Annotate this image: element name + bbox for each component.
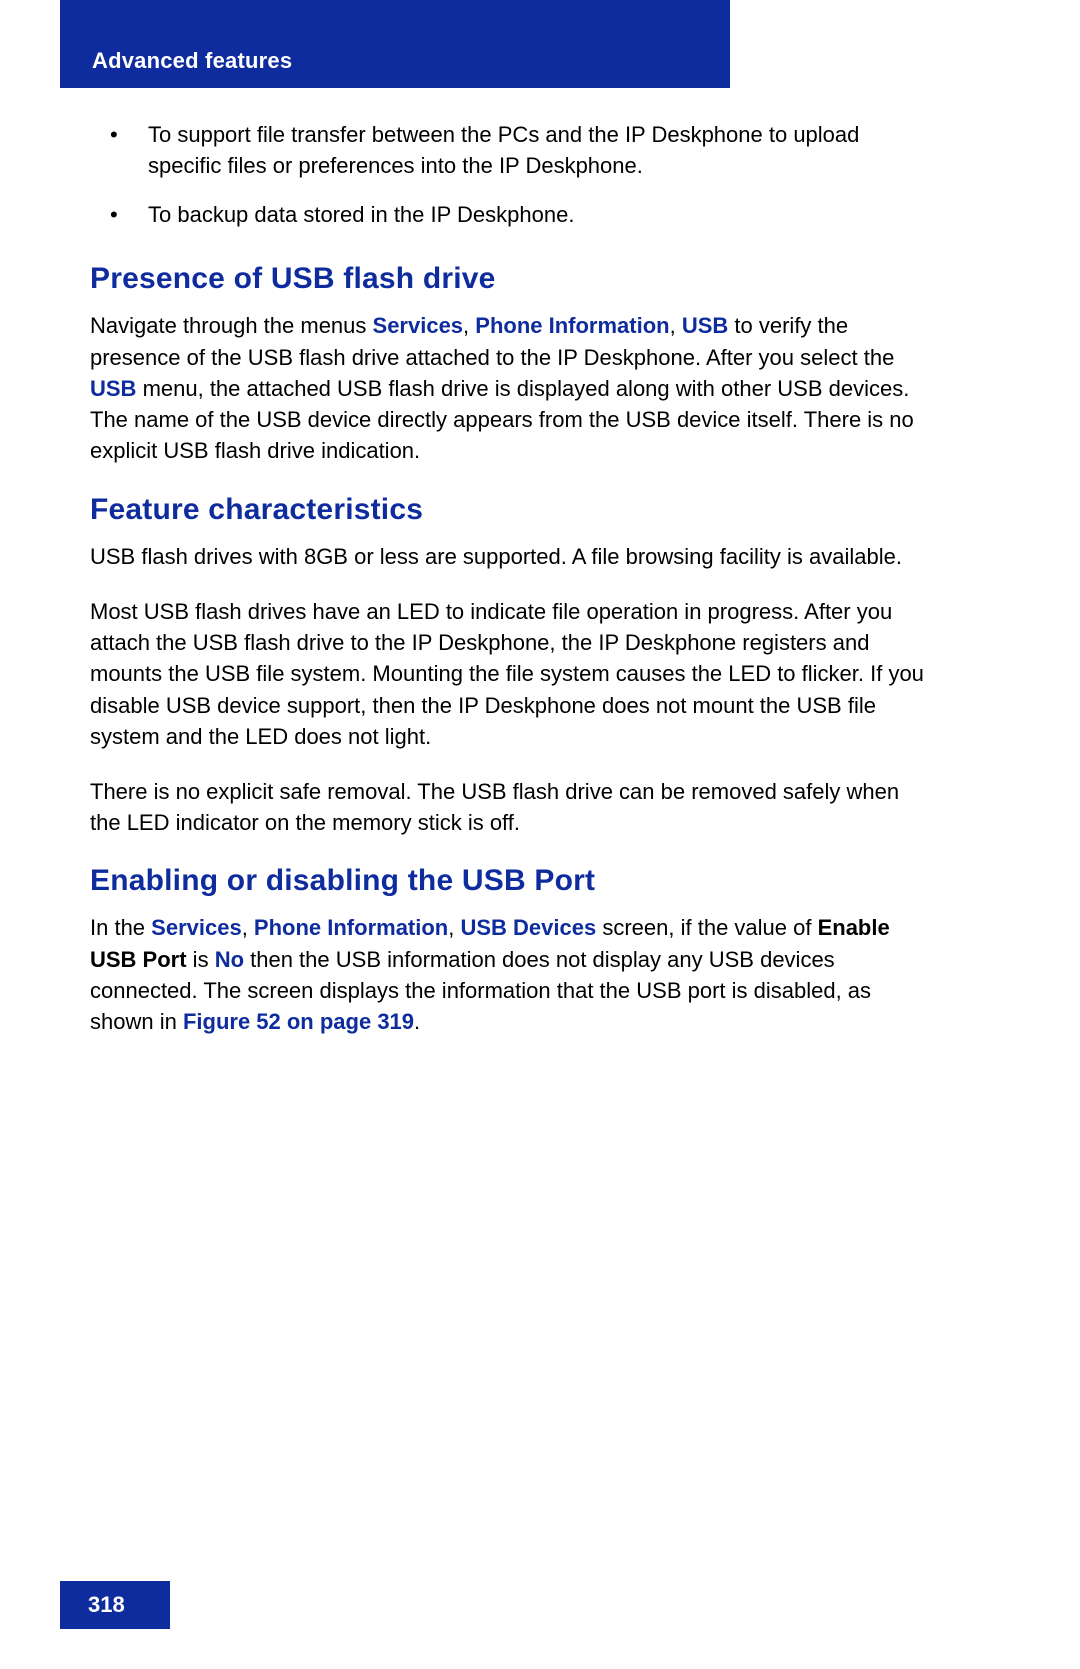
menu-path-services: Services: [151, 915, 242, 940]
menu-path-usb-devices: USB Devices: [460, 915, 596, 940]
list-item: To support file transfer between the PCs…: [90, 120, 930, 182]
header-title: Advanced features: [92, 48, 292, 74]
text: screen, if the value of: [596, 915, 817, 940]
text: is: [187, 947, 215, 972]
paragraph: In the Services, Phone Information, USB …: [90, 912, 930, 1037]
paragraph: There is no explicit safe removal. The U…: [90, 776, 930, 838]
text: menu, the attached USB flash drive is di…: [90, 376, 914, 463]
section-heading-feature: Feature characteristics: [90, 493, 930, 527]
page-content: To support file transfer between the PCs…: [90, 120, 930, 1061]
text: ,: [463, 313, 475, 338]
figure-reference-link[interactable]: Figure 52 on page 319: [183, 1009, 414, 1034]
menu-path-phone-information: Phone Information: [475, 313, 669, 338]
text: .: [414, 1009, 420, 1034]
paragraph: Most USB flash drives have an LED to ind…: [90, 596, 930, 752]
text: In the: [90, 915, 151, 940]
text: ,: [242, 915, 254, 940]
text: ,: [670, 313, 682, 338]
value-no: No: [215, 947, 244, 972]
section-heading-presence: Presence of USB flash drive: [90, 262, 930, 296]
menu-path-services: Services: [373, 313, 464, 338]
page-footer: 318: [60, 1581, 170, 1629]
menu-path-usb: USB: [682, 313, 728, 338]
page-number: 318: [88, 1592, 125, 1618]
text: ,: [448, 915, 460, 940]
list-item: To backup data stored in the IP Deskphon…: [90, 200, 930, 231]
menu-path-phone-information: Phone Information: [254, 915, 448, 940]
intro-bullet-list: To support file transfer between the PCs…: [90, 120, 930, 230]
paragraph: USB flash drives with 8GB or less are su…: [90, 541, 930, 572]
header-banner: Advanced features: [60, 0, 730, 88]
menu-path-usb: USB: [90, 376, 136, 401]
section-heading-enable: Enabling or disabling the USB Port: [90, 864, 930, 898]
paragraph: Navigate through the menus Services, Pho…: [90, 310, 930, 466]
text: Navigate through the menus: [90, 313, 373, 338]
